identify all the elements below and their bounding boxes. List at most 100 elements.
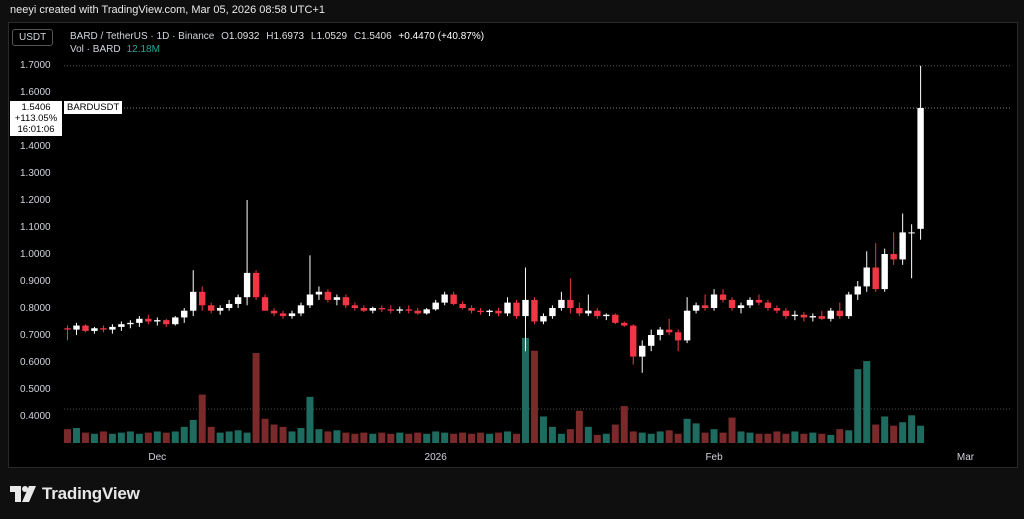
candle-body [207, 305, 215, 311]
candle-body [145, 318, 152, 322]
y-tick-label: 1.2000 [20, 195, 51, 206]
candle-body [369, 308, 377, 311]
tradingview-logo[interactable]: TradingView [10, 484, 140, 504]
x-tick-label: 2026 [425, 452, 448, 463]
volume-bar [719, 432, 727, 443]
candle-body [82, 325, 89, 331]
candle-body [827, 310, 834, 319]
volume-bar [108, 433, 116, 443]
candle-body [603, 314, 610, 317]
volume-bar [818, 433, 826, 443]
candle-body [342, 297, 350, 306]
high-label: H [266, 31, 274, 42]
candle-body [558, 299, 565, 308]
volume-bar [611, 424, 619, 443]
volume-bar [854, 369, 862, 443]
y-tick-label: 0.5000 [20, 384, 51, 395]
volume-bar [117, 432, 125, 443]
volume-bar [450, 433, 458, 443]
volume-bar [405, 433, 413, 443]
candle-body [378, 308, 385, 310]
open-value: 1.0932 [228, 31, 260, 42]
candle-body [181, 310, 188, 318]
candle-body [315, 291, 323, 295]
last-price: 1.5406 [21, 102, 51, 113]
volume-bar [234, 430, 242, 443]
candle-body [674, 332, 682, 341]
volume-bar [755, 433, 763, 443]
volume-bar [602, 433, 610, 443]
close-label: C [353, 31, 362, 42]
volume-bar [459, 432, 467, 443]
y-tick-label: 0.9000 [20, 276, 51, 287]
volume-bar [539, 416, 547, 443]
tradingview-logo-icon [10, 486, 36, 502]
y-tick-label: 1.6000 [20, 87, 51, 98]
volume-bar [683, 418, 691, 443]
bar-countdown: 16:01:06 [17, 124, 55, 135]
chart-panel[interactable] [8, 22, 1018, 468]
candle-body [396, 309, 403, 311]
volume-bar [369, 433, 377, 443]
ohlc-legend: BARD / TetherUS · 1D · Binance O1.0932 H… [70, 31, 484, 42]
candle-body [190, 291, 197, 311]
volume-bar [701, 432, 709, 443]
candle-body [540, 316, 547, 322]
candle-body [495, 310, 502, 314]
candle-body [234, 297, 242, 304]
volume-bar [908, 415, 916, 443]
volume-bar [548, 426, 556, 443]
candle-body [423, 309, 430, 314]
candle-body [163, 320, 170, 325]
candle-body [809, 316, 817, 318]
candle-body [836, 310, 843, 317]
volume-bar [378, 432, 386, 443]
volume-bar [171, 431, 179, 443]
volume-bar [189, 419, 197, 443]
volume-bar [279, 426, 287, 443]
volume-bar [809, 432, 817, 443]
currency-button[interactable]: USDT [12, 29, 54, 46]
candle-body [737, 305, 745, 308]
candle-body [648, 335, 655, 346]
candle-body [333, 297, 341, 300]
volume-bar [261, 418, 269, 443]
candle-body [360, 308, 368, 311]
volume-bar [432, 431, 440, 443]
candle-body [845, 294, 852, 317]
candle-body [91, 328, 98, 331]
candle-body [432, 302, 439, 310]
volume-bar [324, 431, 332, 443]
volume-bar [468, 433, 476, 443]
volume-bar [396, 432, 404, 443]
candle-body [405, 309, 412, 311]
candle-body [387, 309, 394, 311]
candle-body [594, 310, 601, 317]
volume-bar [387, 433, 395, 443]
candle-body [199, 291, 206, 306]
candle-body [261, 297, 269, 311]
volume-bar [207, 426, 215, 443]
volume-bar [584, 426, 592, 443]
volume-bar [297, 428, 305, 443]
candle-body [172, 317, 179, 325]
candle-body [701, 305, 709, 308]
volume-bar [881, 416, 889, 443]
candle-body [710, 294, 718, 308]
volume-bar [791, 431, 799, 443]
volume-bar [126, 431, 134, 443]
volume-bar [225, 431, 233, 443]
candle-body [297, 305, 305, 314]
volume-bar [288, 431, 296, 443]
candle-body [216, 308, 224, 311]
change-value: +0.4470 (+40.87%) [398, 31, 485, 42]
volume-bar [593, 434, 601, 443]
y-tick-label: 0.7000 [20, 330, 51, 341]
candle-body [665, 329, 673, 333]
volume-bar [162, 432, 170, 443]
volume-bar [728, 417, 736, 443]
change-percent: +113.05% [14, 113, 58, 124]
volume-bar [153, 431, 161, 443]
volume-bar [414, 432, 422, 443]
y-tick-label: 1.1000 [20, 222, 51, 233]
